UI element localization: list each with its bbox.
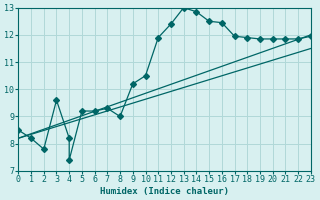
X-axis label: Humidex (Indice chaleur): Humidex (Indice chaleur): [100, 187, 229, 196]
